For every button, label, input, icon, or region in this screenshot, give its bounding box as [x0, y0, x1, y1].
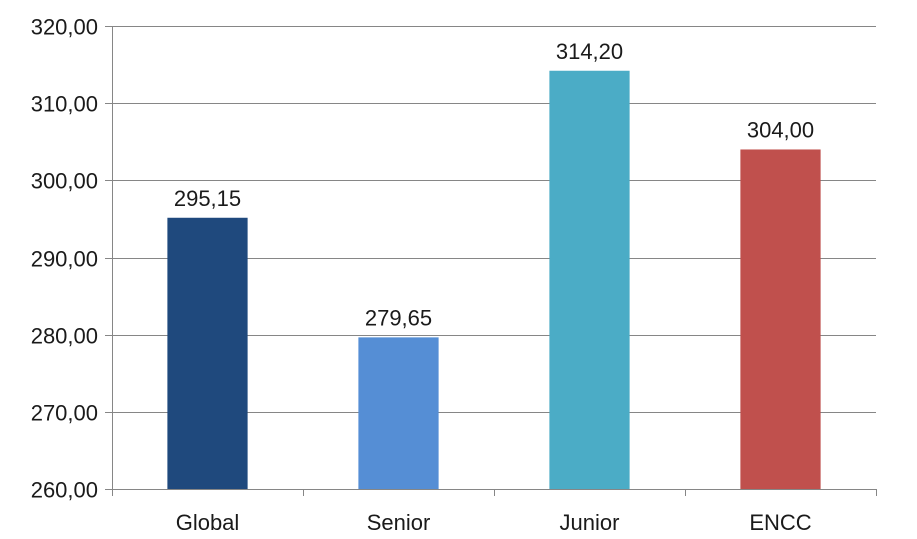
bar-encc — [740, 149, 821, 489]
x-category-label: Senior — [367, 510, 431, 534]
y-tick-label: 320,00 — [31, 15, 98, 40]
bars — [167, 70, 821, 490]
y-tick-label: 310,00 — [31, 92, 98, 117]
bar-junior — [549, 70, 630, 490]
x-category-label: ENCC — [749, 510, 811, 534]
y-tick-label: 300,00 — [31, 169, 98, 194]
bar-global — [167, 217, 248, 490]
x-category-label: Global — [176, 510, 240, 534]
x-category-label: Junior — [560, 510, 620, 534]
y-tick-label: 270,00 — [31, 401, 98, 426]
y-tick-label: 260,00 — [31, 478, 98, 503]
data-label: 295,15 — [174, 186, 241, 211]
bar-senior — [358, 337, 439, 489]
data-label: 279,65 — [365, 305, 432, 330]
labels: 295,15 Global 279,65 Senior 314,20 Junior 304,… — [174, 39, 814, 535]
y-tick-label: 290,00 — [31, 247, 98, 272]
data-label: 314,20 — [556, 39, 623, 64]
data-label: 304,00 — [747, 117, 814, 142]
y-tick-label: 280,00 — [31, 324, 98, 349]
axes: 260,00 270,00 280,00 290,00 300,00 310,00 320,… — [31, 15, 877, 503]
